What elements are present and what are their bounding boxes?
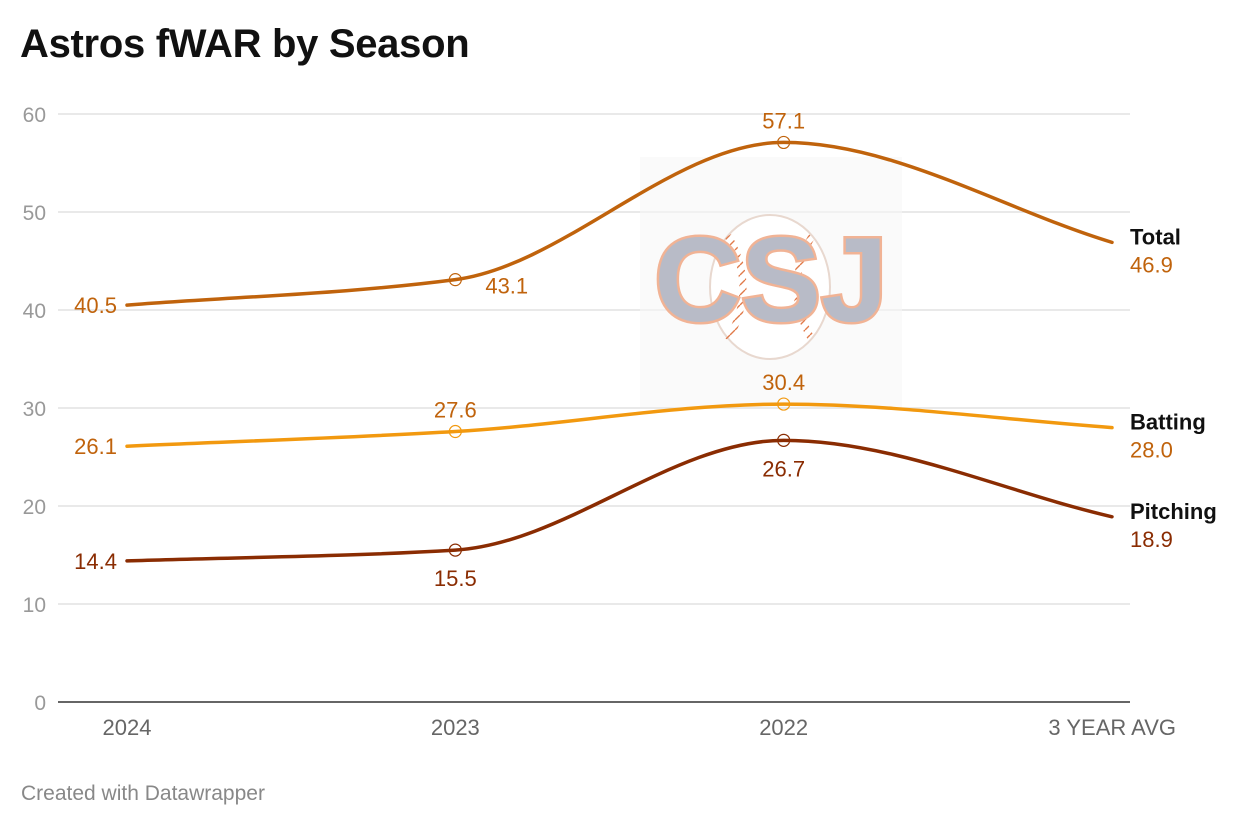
y-tick-label: 20: [23, 496, 46, 519]
data-point-marker: [448, 273, 462, 287]
x-tick-label: 2024: [103, 715, 152, 740]
data-label: 26.7: [762, 456, 805, 481]
data-label: 30.4: [762, 370, 805, 395]
x-tick-label: 3 YEAR AVG: [1048, 715, 1176, 740]
data-point-marker: [448, 543, 462, 557]
series-end-value: 46.9: [1130, 252, 1173, 277]
y-tick-label: 0: [34, 692, 46, 715]
y-tick-label: 60: [23, 104, 46, 127]
data-label: 43.1: [485, 274, 528, 299]
series-line-total: [125, 140, 1114, 307]
y-tick-label: 10: [23, 594, 46, 617]
data-label: 57.1: [762, 108, 805, 133]
x-tick-label: 2023: [431, 715, 480, 740]
datawrapper-credit: Created with Datawrapper: [21, 782, 265, 805]
data-label: 27.6: [434, 398, 477, 423]
data-label: 14.4: [74, 549, 117, 574]
series-end-value: 28.0: [1130, 438, 1173, 463]
series-layer: [125, 135, 1114, 563]
series-name-batting: Batting: [1130, 410, 1206, 435]
axes: 0 10 20 30 40 50 60 2024 2023 2022 3 YEAR AVG: [23, 104, 1176, 740]
data-point-marker: [777, 433, 791, 447]
chart-title: Astros fWAR by Season: [20, 22, 470, 66]
y-tick-label: 50: [23, 202, 46, 225]
series-name-total: Total: [1130, 224, 1181, 249]
y-tick-label: 30: [23, 398, 46, 421]
data-labels: 40.5 43.1 57.1 Total 46.9 26.1 27.6 30.4 Batting…: [74, 108, 1217, 591]
data-point-marker: [777, 397, 791, 411]
data-label: 40.5: [74, 293, 117, 318]
data-label: 15.5: [434, 566, 477, 591]
data-point-marker: [448, 424, 462, 439]
series-line-batting: [125, 402, 1114, 448]
y-tick-label: 40: [23, 300, 46, 323]
data-point-marker: [777, 135, 791, 150]
series-name-pitching: Pitching: [1130, 499, 1217, 524]
svg-text:CSJ: CSJ: [654, 213, 887, 347]
csj-watermark-logo: CSJ: [640, 157, 902, 407]
data-label: 26.1: [74, 434, 117, 459]
series-line-pitching: [125, 438, 1114, 563]
x-tick-label: 2022: [759, 715, 808, 740]
series-end-value: 18.9: [1130, 527, 1173, 552]
